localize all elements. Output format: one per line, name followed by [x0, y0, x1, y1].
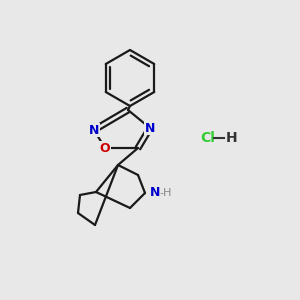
Text: Cl: Cl	[200, 131, 215, 145]
Text: O: O	[100, 142, 110, 154]
Text: N: N	[150, 187, 160, 200]
Text: N: N	[89, 124, 99, 136]
Text: -H: -H	[159, 188, 171, 198]
Text: N: N	[145, 122, 155, 134]
Text: H: H	[226, 131, 238, 145]
